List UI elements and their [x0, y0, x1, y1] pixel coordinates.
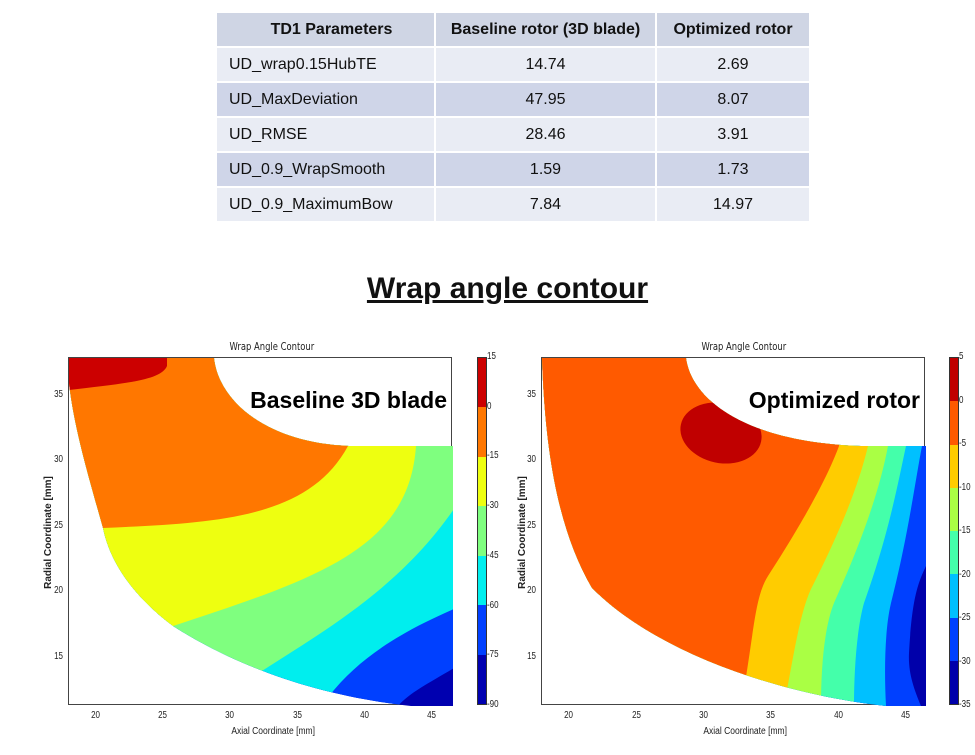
colorbar-tick-label: -10: [959, 481, 971, 493]
table-row: UD_MaxDeviation 47.95 8.07: [215, 81, 811, 118]
colorbar-tick-label: 15: [487, 351, 496, 362]
colorbar-tick-label: -75: [487, 649, 499, 661]
x-tick-label: 30: [699, 710, 709, 721]
x-tick-label: 25: [631, 710, 641, 721]
colorbar-band: [478, 456, 486, 507]
colorbar-band: [478, 555, 486, 606]
table-row: UD_0.9_WrapSmooth 1.59 1.73: [215, 151, 811, 188]
x-tick-label: 35: [292, 710, 302, 721]
colorbar: [949, 357, 959, 705]
plot-axes: Baseline 3D blade: [68, 357, 453, 706]
y-tick-label: 15: [527, 650, 537, 662]
colorbar-tick-label: -90: [487, 699, 499, 710]
overlay-label: Optimized rotor: [748, 387, 920, 413]
colorbar-tick-label: -60: [487, 599, 499, 611]
colorbar-band: [950, 617, 958, 661]
param-name: UD_MaxDeviation: [215, 81, 436, 118]
colorbar-band: [950, 487, 958, 531]
colorbar-tick-label: -15: [487, 450, 499, 462]
colorbar-band: [478, 506, 486, 556]
colorbar-tick-label: -30: [959, 655, 971, 667]
parameters-table: TD1 Parameters Baseline rotor (3D blade)…: [215, 11, 811, 223]
param-name: UD_RMSE: [215, 116, 436, 153]
baseline-value: 7.84: [434, 186, 657, 223]
y-axis-label: Radial Coordinate [mm]: [42, 476, 54, 589]
optimized-contour-plot: Wrap Angle Contour Optimized rotor Axial…: [500, 335, 975, 755]
colorbar-tick-label: -25: [959, 612, 971, 623]
baseline-contour-plot: Wrap Angle Contour Baseline 3D blade Axi…: [0, 335, 500, 755]
colorbar-tick-label: -20: [959, 568, 971, 580]
colorbar-band: [950, 401, 958, 445]
x-tick-label: 40: [833, 710, 843, 721]
baseline-value: 47.95: [434, 81, 657, 118]
colorbar-tick-label: -45: [487, 549, 499, 561]
x-axis-label: Axial Coordinate [mm]: [231, 726, 315, 737]
overlay-label: Baseline 3D blade: [250, 387, 447, 413]
baseline-value: 14.74: [434, 46, 657, 83]
y-tick-label: 30: [54, 454, 64, 466]
x-tick-label: 40: [359, 710, 369, 721]
x-tick-label: 30: [225, 710, 235, 721]
colorbar-tick-label: 5: [959, 351, 964, 362]
y-tick-label: 35: [54, 388, 64, 400]
param-name: UD_0.9_MaximumBow: [215, 186, 436, 223]
y-tick-label: 15: [54, 650, 64, 662]
optimized-value: 3.91: [655, 116, 811, 153]
x-tick-label: 20: [91, 710, 101, 721]
colorbar-band: [950, 531, 958, 575]
y-tick-label: 35: [527, 388, 537, 400]
header-parameters: TD1 Parameters: [215, 11, 436, 48]
optimized-value: 2.69: [655, 46, 811, 83]
y-tick-label: 25: [54, 519, 64, 531]
y-tick-label: 20: [527, 585, 537, 597]
colorbar-band: [950, 444, 958, 488]
baseline-value: 28.46: [434, 116, 657, 153]
colorbar-band: [478, 605, 486, 655]
table-row: UD_wrap0.15HubTE 14.74 2.69: [215, 46, 811, 83]
plot-title: Wrap Angle Contour: [701, 340, 787, 353]
band-red: [69, 358, 167, 390]
table-row: UD_0.9_MaximumBow 7.84 14.97: [215, 186, 811, 223]
x-axis-label: Axial Coordinate [mm]: [703, 726, 787, 737]
y-axis-label: Radial Coordinate [mm]: [516, 476, 528, 589]
param-name: UD_0.9_WrapSmooth: [215, 151, 436, 188]
section-title: Wrap angle contour: [366, 272, 649, 305]
plot-axes: Optimized rotor: [541, 357, 926, 706]
x-tick-label: 45: [426, 710, 436, 721]
colorbar-tick-label: -5: [959, 438, 967, 449]
table-header-row: TD1 Parameters Baseline rotor (3D blade)…: [215, 11, 811, 48]
header-optimized: Optimized rotor: [655, 11, 811, 48]
table-row: UD_RMSE 28.46 3.91: [215, 116, 811, 153]
colorbar-tick-label: 0: [487, 400, 492, 412]
x-tick-label: 20: [564, 710, 574, 721]
colorbar: [477, 357, 487, 705]
param-name: UD_wrap0.15HubTE: [215, 46, 436, 83]
colorbar-tick-label: -35: [959, 699, 971, 710]
y-tick-label: 30: [527, 454, 537, 466]
colorbar-band: [478, 654, 486, 704]
baseline-value: 1.59: [434, 151, 657, 188]
colorbar-band: [478, 407, 486, 457]
y-tick-label: 20: [54, 585, 64, 597]
x-tick-label: 35: [766, 710, 776, 721]
optimized-value: 8.07: [655, 81, 811, 118]
colorbar-band: [950, 358, 958, 402]
colorbar-tick-label: -15: [959, 525, 971, 536]
x-tick-label: 45: [901, 710, 911, 721]
colorbar-band: [950, 574, 958, 618]
optimized-value: 14.97: [655, 186, 811, 223]
header-baseline: Baseline rotor (3D blade): [434, 11, 657, 48]
colorbar-tick-label: -30: [487, 500, 499, 512]
optimized-value: 1.73: [655, 151, 811, 188]
colorbar-band: [478, 358, 486, 408]
plot-title: Wrap Angle Contour: [229, 340, 315, 353]
colorbar-band: [950, 660, 958, 704]
colorbar-tick-label: 0: [959, 394, 964, 406]
x-tick-label: 25: [158, 710, 168, 721]
y-tick-label: 25: [527, 519, 537, 531]
